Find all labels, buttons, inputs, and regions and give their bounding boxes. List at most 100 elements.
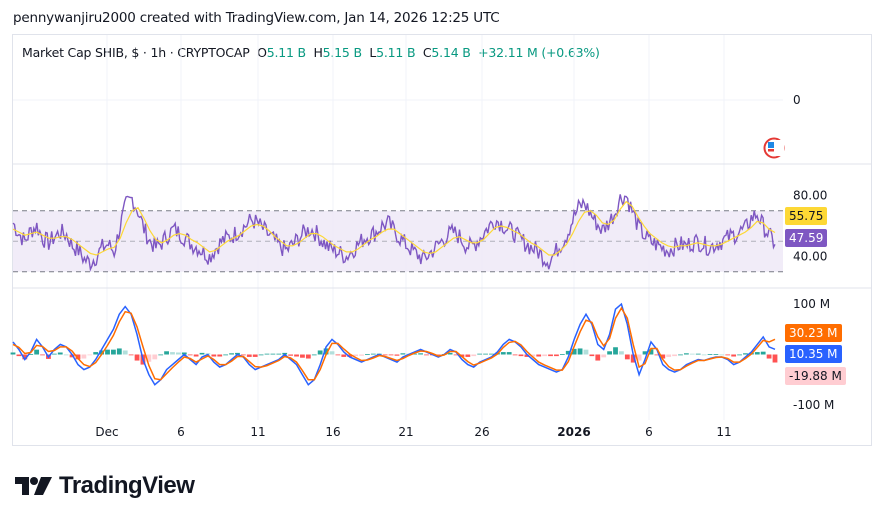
macd-histogram-bar	[270, 353, 276, 355]
rsi-ma-value-tag: 55.75	[785, 207, 828, 225]
macd-histogram-bar	[128, 354, 134, 356]
macd-histogram-bar	[294, 354, 299, 357]
macd-histogram-bar	[471, 354, 477, 357]
time-axis-label: 11	[716, 425, 731, 439]
macd-histogram-bar	[276, 353, 282, 355]
macd-histogram-bar	[223, 354, 229, 356]
macd-histogram-bar	[666, 354, 672, 357]
time-axis-label: 21	[398, 425, 413, 439]
macd-histogram-bar	[93, 352, 99, 355]
time-axis-label: 16	[325, 425, 340, 439]
macd-histogram-bar	[524, 354, 530, 357]
high-label: H	[313, 45, 323, 60]
macd-histogram-bar	[388, 354, 394, 356]
macd-histogram-bar	[542, 354, 548, 357]
macd-histogram-bar	[559, 354, 565, 355]
macd-histogram-bar	[199, 352, 205, 355]
time-axis-label: 26	[474, 425, 489, 439]
macd-histogram-bar	[447, 352, 453, 355]
macd-histogram-bar	[754, 352, 760, 355]
macd-histogram-bar	[518, 354, 524, 357]
macd-histogram-bar	[122, 350, 128, 355]
macd-histogram-bar	[240, 354, 246, 356]
open-label: O	[257, 45, 267, 60]
macd-histogram-bar	[211, 354, 217, 357]
macd-histogram-bar	[489, 353, 494, 355]
macd-histogram-bar	[40, 354, 45, 356]
macd-histogram-bar	[370, 353, 376, 355]
macd-histogram-bar	[353, 354, 359, 357]
macd-histogram-bar	[28, 354, 34, 355]
macd-histogram-bar	[636, 354, 642, 361]
rsi-ma-line	[12, 200, 776, 256]
macd-histogram-bar	[601, 354, 607, 358]
macd-histogram-bar	[506, 352, 512, 355]
macd-histogram-bar	[152, 354, 158, 360]
macd-histogram-bar	[654, 354, 660, 356]
tradingview-logo-icon	[15, 477, 52, 495]
macd-histogram-bar	[288, 354, 294, 356]
macd-histogram-bar	[111, 349, 116, 355]
macd-histogram-bar	[81, 354, 87, 359]
macd-histogram-bar	[335, 354, 341, 356]
macd-histogram-bar	[435, 354, 441, 356]
rsi-axis-tick-40: 40.00	[793, 250, 827, 264]
macd-histogram-bar	[760, 351, 766, 355]
time-axis-label: Dec	[95, 425, 118, 439]
macd-histogram-bar	[678, 354, 683, 356]
macd-histogram-bar	[341, 354, 347, 357]
price-axis-zero-label: 0	[793, 93, 801, 107]
macd-axis-tick-minus-100m: -100 M	[793, 398, 834, 412]
low-label: L	[369, 45, 377, 60]
macd-histogram-bar	[595, 354, 601, 361]
macd-histogram-bar	[311, 354, 317, 356]
macd-histogram-bar	[583, 349, 589, 355]
change-value: +32.11 M (+0.63%)	[478, 45, 600, 60]
time-axis-label: 6	[645, 425, 653, 439]
signal-value-tag: 30.23 M	[785, 324, 842, 342]
macd-histogram-bar	[16, 354, 22, 357]
macd-histogram-bar	[772, 354, 778, 363]
signal-line	[12, 306, 776, 381]
macd-histogram-bar	[418, 353, 423, 355]
macd-histogram-bar	[116, 348, 122, 355]
macd-pane[interactable]: 100 M -100 M	[10, 297, 835, 412]
macd-histogram-bar	[536, 354, 542, 357]
symbol-title[interactable]: Market Cap SHIB, $ · 1h · CRYPTOCAP	[22, 45, 250, 60]
macd-histogram-bar	[99, 350, 105, 355]
time-axis[interactable]: Dec 6 11 16 21 26 2026 6 11	[95, 425, 731, 439]
rsi-line	[12, 194, 776, 272]
macd-histogram-bar	[565, 350, 571, 355]
macd-histogram-bar	[619, 351, 624, 355]
tradingview-logo-text: TradingView	[59, 472, 195, 499]
macd-histogram-bar	[382, 354, 388, 356]
macd-histogram-bar	[317, 350, 323, 355]
macd-histogram-bar	[34, 349, 40, 355]
macd-histogram-bar	[63, 354, 69, 356]
macd-histogram-bar	[577, 348, 583, 355]
macd-histogram-bar	[365, 354, 370, 355]
rsi-pane[interactable]: 80.00 40.00	[12, 189, 827, 273]
macd-histogram-bar	[359, 354, 364, 356]
macd-axis-tick-100m: 100 M	[793, 297, 830, 311]
macd-line	[12, 302, 776, 386]
tradingview-logo[interactable]: TradingView	[15, 472, 195, 500]
macd-histogram-bar	[229, 353, 234, 355]
macd-histogram-bar	[134, 354, 140, 361]
macd-histogram-bar	[347, 354, 353, 357]
macd-histogram-bar	[707, 354, 713, 355]
macd-histogram-bar	[158, 354, 164, 356]
macd-histogram-bar	[412, 353, 418, 355]
macd-histogram-bar	[193, 354, 199, 357]
macd-histogram-bar	[217, 354, 223, 357]
macd-histogram-bar	[105, 349, 110, 355]
macd-histogram-bar	[683, 353, 689, 355]
macd-histogram-bar	[453, 354, 459, 356]
macd-histogram-bar	[394, 354, 400, 356]
histogram-value-tag: -19.88 M	[785, 367, 846, 385]
macd-histogram-bar	[530, 354, 536, 357]
macd-histogram-bar	[512, 354, 518, 356]
us-flag-icon[interactable]	[763, 137, 785, 159]
macd-histogram-bar	[175, 352, 181, 355]
